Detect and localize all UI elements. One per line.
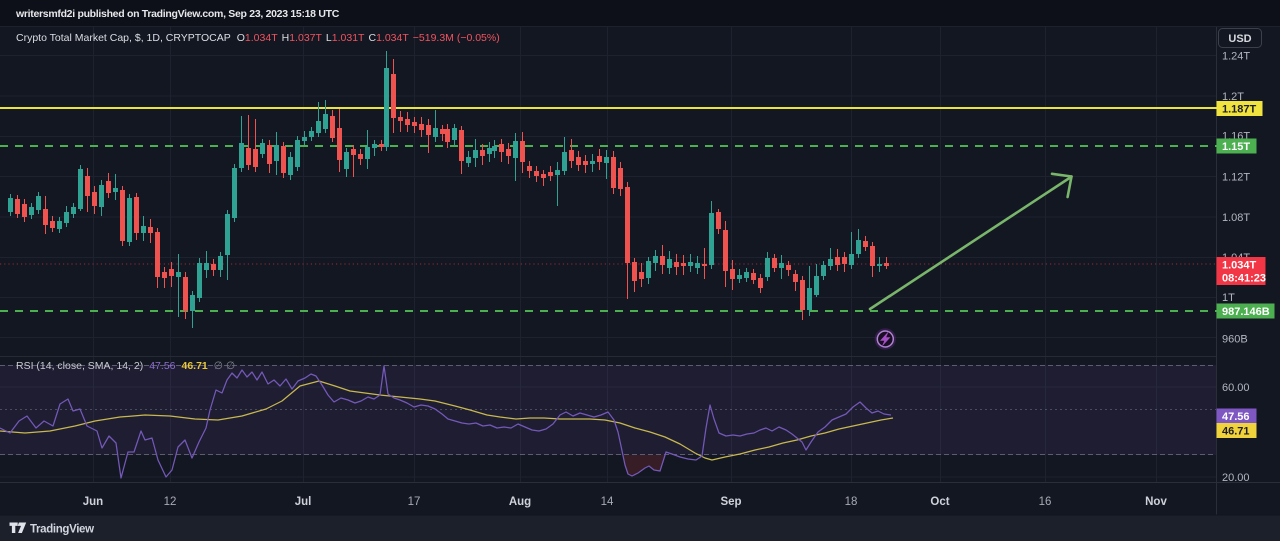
svg-text:RSI (14, close, SMA, 14, 2)47.: RSI (14, close, SMA, 14, 2) 47.56 46.71 ∅ ∅ (16, 360, 235, 372)
svg-text:Nov: Nov (1145, 496, 1167, 508)
svg-text:1.187T: 1.187T (1222, 104, 1257, 116)
svg-text:18: 18 (845, 496, 858, 508)
svg-text:987.146B: 987.146B (1222, 306, 1270, 318)
svg-text:Crypto Total Market Cap, $, 1D: Crypto Total Market Cap, $, 1D, CRYPTOCA… (16, 32, 500, 44)
svg-text:46.71: 46.71 (1222, 426, 1250, 438)
svg-text:Aug: Aug (509, 496, 531, 508)
svg-text:20.00: 20.00 (1222, 472, 1250, 484)
svg-text:1T: 1T (1222, 292, 1235, 304)
svg-text:TradingView: TradingView (30, 524, 94, 536)
svg-text:Sep: Sep (720, 496, 741, 508)
svg-text:16: 16 (1039, 496, 1052, 508)
svg-text:60.00: 60.00 (1222, 382, 1250, 394)
svg-text:Jul: Jul (295, 496, 312, 508)
svg-text:1.034T: 1.034T (1222, 260, 1257, 272)
svg-text:1.2T: 1.2T (1222, 91, 1244, 103)
svg-text:17: 17 (408, 496, 421, 508)
svg-text:1.12T: 1.12T (1222, 172, 1250, 184)
svg-text:1.08T: 1.08T (1222, 212, 1250, 224)
svg-text:1.15T: 1.15T (1222, 141, 1250, 153)
svg-text:47.56: 47.56 (1222, 411, 1250, 423)
svg-text:Oct: Oct (930, 496, 949, 508)
svg-text:08:41:23: 08:41:23 (1222, 273, 1266, 285)
svg-text:1.24T: 1.24T (1222, 51, 1250, 63)
svg-text:960B: 960B (1222, 334, 1248, 346)
svg-text:writersmfd2i published on Trad: writersmfd2i published on TradingView.co… (15, 8, 340, 20)
svg-text:12: 12 (164, 496, 177, 508)
svg-text:14: 14 (601, 496, 614, 508)
svg-text:USD: USD (1228, 33, 1251, 45)
svg-text:Jun: Jun (83, 496, 103, 508)
